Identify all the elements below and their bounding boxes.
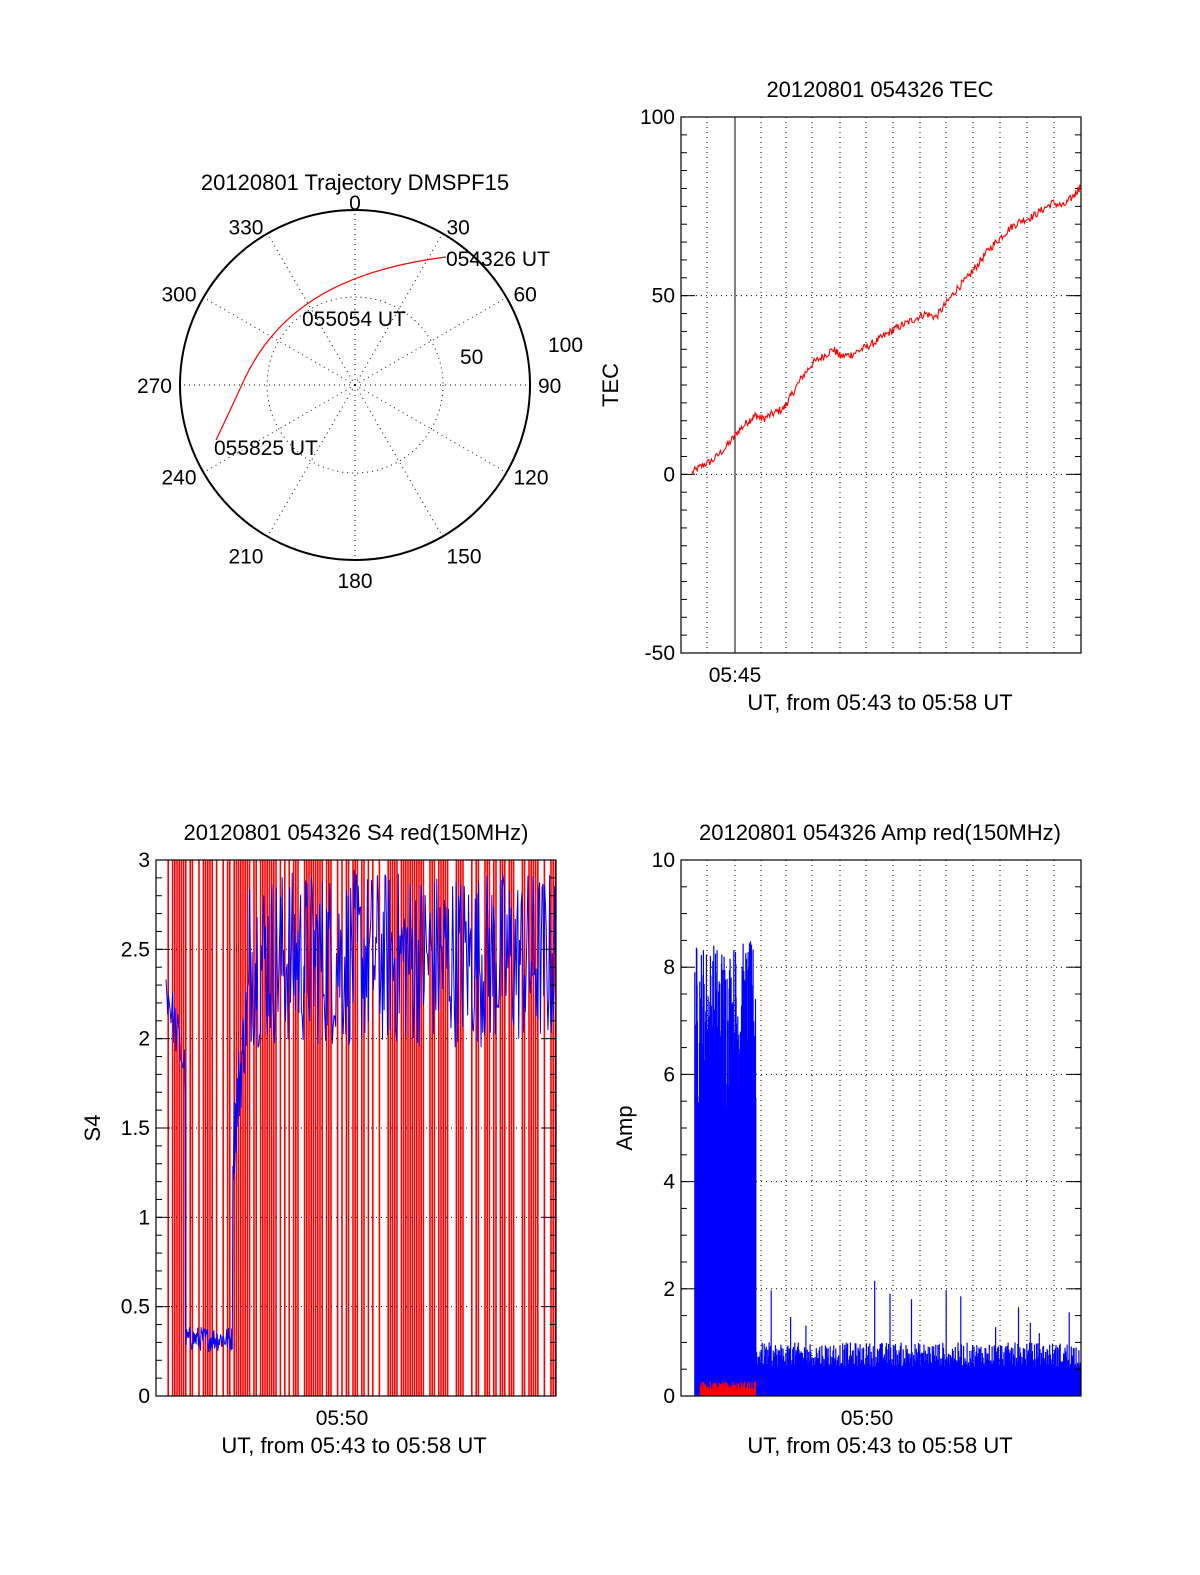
tec-y-tick-label: -50 [645, 642, 675, 665]
amp-x-tick-label: 05:50 [841, 1407, 894, 1430]
tec-x-tick-label: 05:45 [709, 664, 762, 687]
polar-spoke [354, 233, 443, 386]
polar-spoke [267, 233, 356, 386]
polar-azimuth-label: 180 [337, 570, 372, 593]
tec-y-tick-label: 0 [663, 463, 675, 486]
amp-y-tick-label: 8 [663, 956, 675, 979]
s4-y-tick-label: 3 [138, 849, 150, 872]
s4-title: 20120801 054326 S4 red(150MHz) [184, 820, 529, 845]
tec-frame [680, 116, 1082, 654]
amp-grid [681, 860, 1081, 1396]
s4-y-tick-label: 1.5 [121, 1117, 150, 1140]
trajectory-label-mid: 055054 UT [302, 308, 406, 331]
amp-y-axis-label: Amp [612, 1105, 637, 1150]
polar-radius-label-100: 100 [548, 334, 583, 357]
trajectory-label-start: 054326 UT [446, 248, 550, 271]
polar-azimuth-label: 150 [447, 545, 482, 568]
trajectory-label-end: 055825 UT [214, 437, 318, 460]
amp-x-axis-label: UT, from 05:43 to 05:58 UT [747, 1433, 1012, 1458]
amp-y-tick-label: 0 [663, 1385, 675, 1408]
amp-y-tick-labels: 10 8 6 4 2 0 [652, 849, 676, 1408]
polar-spoke [354, 384, 507, 473]
trajectory-line [215, 256, 447, 441]
polar-spoke [354, 297, 507, 386]
tec-y-tick-label: 50 [652, 285, 675, 308]
polar-radius-label-50: 50 [460, 346, 483, 369]
s4-y-tick-label: 2.5 [121, 938, 150, 961]
s4-ticks [156, 859, 556, 1397]
s4-blue-series [165, 869, 556, 1352]
s4-y-tick-label: 1 [138, 1206, 150, 1229]
tec-y-tick-label: 100 [640, 106, 675, 129]
polar-spoke [267, 384, 356, 537]
amp-ticks [681, 859, 1081, 1397]
tec-y-axis-label: TEC [598, 363, 623, 407]
polar-azimuth-label: 240 [161, 467, 196, 490]
polar-azimuth-label: 210 [228, 545, 263, 568]
s4-x-tick-label: 05:50 [316, 1407, 369, 1430]
polar-spoke [203, 384, 356, 473]
tec-ticks [681, 116, 1081, 654]
polar-spokes [180, 210, 530, 560]
polar-azimuth-label: 90 [538, 375, 561, 398]
s4-y-tick-label: 2 [138, 1028, 150, 1051]
polar-azimuth-label: 300 [161, 284, 196, 307]
amp-red-series [699, 1381, 757, 1396]
s4-panel: 20120801 054326 S4 red(150MHz) 3 2.5 2 1.5 1… [80, 820, 557, 1458]
polar-trajectory-panel: 20120801 Trajectory DMSPF15 0 30 60 90 120 15… [137, 170, 583, 593]
amp-y-tick-label: 6 [663, 1063, 675, 1086]
polar-spoke [354, 384, 443, 537]
polar-ring-50 [266, 296, 444, 474]
amp-y-tick-label: 2 [663, 1278, 675, 1301]
tec-series-line [691, 184, 1081, 476]
s4-y-tick-label: 0 [138, 1385, 150, 1408]
amp-title: 20120801 054326 Amp red(150MHz) [699, 820, 1061, 845]
tec-title: 20120801 054326 TEC [766, 77, 993, 102]
s4-y-tick-labels: 3 2.5 2 1.5 1 0.5 0 [121, 849, 150, 1408]
amp-blue-series [694, 941, 1081, 1396]
polar-spoke [203, 297, 356, 386]
s4-y-axis-label: S4 [80, 1115, 105, 1142]
s4-y-tick-label: 0.5 [121, 1296, 150, 1319]
s4-x-axis-label: UT, from 05:43 to 05:58 UT [221, 1433, 486, 1458]
polar-title: 20120801 Trajectory DMSPF15 [201, 170, 509, 195]
polar-outer-circle [179, 209, 531, 561]
polar-azimuth-labels: 0 30 60 90 120 150 180 210 240 270 300 330 [137, 192, 561, 593]
tec-y-tick-labels: 100 50 0 -50 [640, 106, 675, 665]
amp-y-tick-label: 10 [652, 849, 675, 872]
polar-azimuth-label: 30 [447, 217, 470, 240]
polar-azimuth-label: 330 [228, 217, 263, 240]
polar-azimuth-label: 0 [349, 192, 361, 215]
s4-grid [156, 948, 556, 1308]
tec-grid [681, 117, 1081, 653]
polar-azimuth-label: 120 [513, 467, 548, 490]
tec-x-axis-label: UT, from 05:43 to 05:58 UT [747, 690, 1012, 715]
polar-azimuth-label: 270 [137, 375, 172, 398]
amp-panel: 20120801 054326 Amp red(150MHz) 1086420 … [612, 820, 1082, 1458]
amp-y-tick-label: 4 [663, 1171, 675, 1194]
polar-azimuth-label: 60 [513, 284, 536, 307]
